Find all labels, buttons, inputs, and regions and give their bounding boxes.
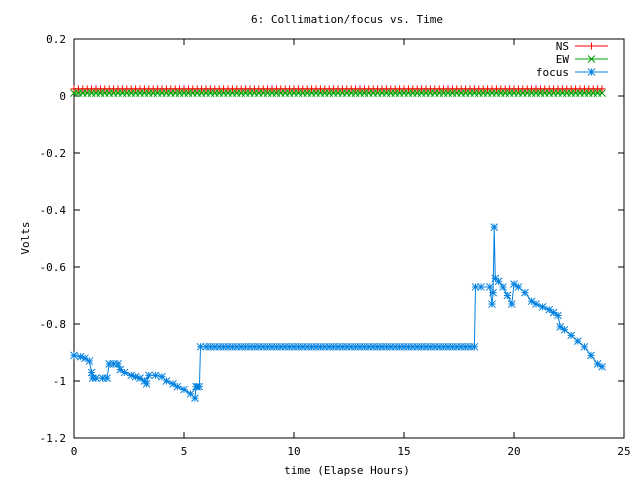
y-tick-label: -0.2 [40, 147, 67, 160]
y-tick-label: -1.2 [40, 432, 67, 445]
data-point-focus [554, 311, 562, 320]
legend-marker-ew [587, 55, 596, 63]
data-point-focus [538, 303, 547, 311]
x-tick-label: 15 [397, 445, 410, 458]
data-point-focus [127, 371, 136, 380]
x-tick-label: 25 [617, 445, 630, 458]
y-axis-label: Volts [19, 221, 32, 254]
y-tick-label: 0.2 [46, 33, 66, 46]
legend-marker-focus [587, 68, 596, 76]
data-point-focus [162, 377, 171, 385]
data-point-focus [593, 360, 602, 368]
data-point-focus [488, 300, 496, 308]
legend-marker-ns [588, 42, 595, 50]
legend-label-focus: focus [536, 66, 569, 79]
data-point-focus [490, 223, 499, 231]
data-point-focus [510, 280, 518, 288]
data-point-focus [521, 288, 529, 297]
y-tick-label: -0.4 [40, 204, 67, 217]
data-point-focus [186, 389, 195, 398]
legend-label-ew: EW [556, 53, 570, 66]
data-point-focus [477, 283, 485, 291]
x-tick-label: 5 [181, 445, 188, 458]
series-ew [70, 89, 606, 98]
data-point-focus [103, 374, 111, 383]
data-point-focus [180, 385, 188, 394]
y-axis: 0.2 0 -0.2 -0.4 -0.6 -0.8 -1 -1.2 [40, 33, 624, 445]
data-point-focus [573, 337, 582, 345]
data-point-focus [136, 374, 144, 383]
data-point-focus [532, 300, 540, 308]
data-point-focus [514, 283, 523, 291]
data-point-focus [144, 371, 153, 380]
data-point-focus [173, 382, 182, 391]
data-point-focus [116, 365, 125, 374]
plot-frame [73, 38, 625, 439]
data-point-ns [598, 85, 606, 93]
data-point-focus [556, 322, 565, 331]
data-point-focus [81, 354, 89, 363]
x-axis: 0 5 10 15 20 25 [71, 39, 631, 458]
data-point-focus [92, 374, 100, 383]
data-point-focus [503, 291, 512, 300]
y-tick-label: 0 [59, 90, 66, 103]
data-point-ew [598, 89, 606, 98]
data-point-focus [494, 277, 503, 286]
data-point-focus [85, 357, 94, 365]
data-point-focus [598, 362, 606, 371]
data-point-focus [195, 382, 204, 391]
data-point-focus [527, 297, 536, 306]
series-focus [70, 223, 606, 402]
x-tick-label: 10 [287, 445, 300, 458]
legend-label-ns: NS [556, 40, 569, 53]
data-point-focus [158, 372, 166, 381]
data-point-focus [507, 300, 516, 308]
x-tick-label: 20 [507, 445, 520, 458]
data-point-focus [580, 342, 589, 351]
y-tick-label: -0.8 [40, 318, 67, 331]
data-point-focus [489, 288, 497, 297]
data-point-focus [151, 371, 160, 380]
y-tick-label: -0.6 [40, 261, 67, 274]
x-tick-label: 0 [71, 445, 78, 458]
series-ns [70, 85, 606, 93]
data-point-focus [560, 325, 569, 334]
x-axis-label: time (Elapse Hours) [284, 464, 410, 477]
data-point-focus [549, 308, 558, 317]
data-point-focus [120, 368, 129, 377]
data-point-focus [169, 379, 177, 388]
data-point-focus [499, 283, 507, 291]
chart-title: 6: Collimation/focus vs. Time [251, 13, 443, 26]
data-point-focus [191, 394, 199, 402]
data-point-focus [470, 342, 479, 351]
data-point-focus [545, 305, 554, 314]
data-point-focus [587, 351, 595, 360]
data-point-focus [70, 351, 78, 360]
data-point-focus [142, 379, 151, 388]
series-layer [70, 85, 606, 402]
data-point-focus [567, 331, 576, 340]
y-tick-label: -1 [53, 375, 66, 388]
